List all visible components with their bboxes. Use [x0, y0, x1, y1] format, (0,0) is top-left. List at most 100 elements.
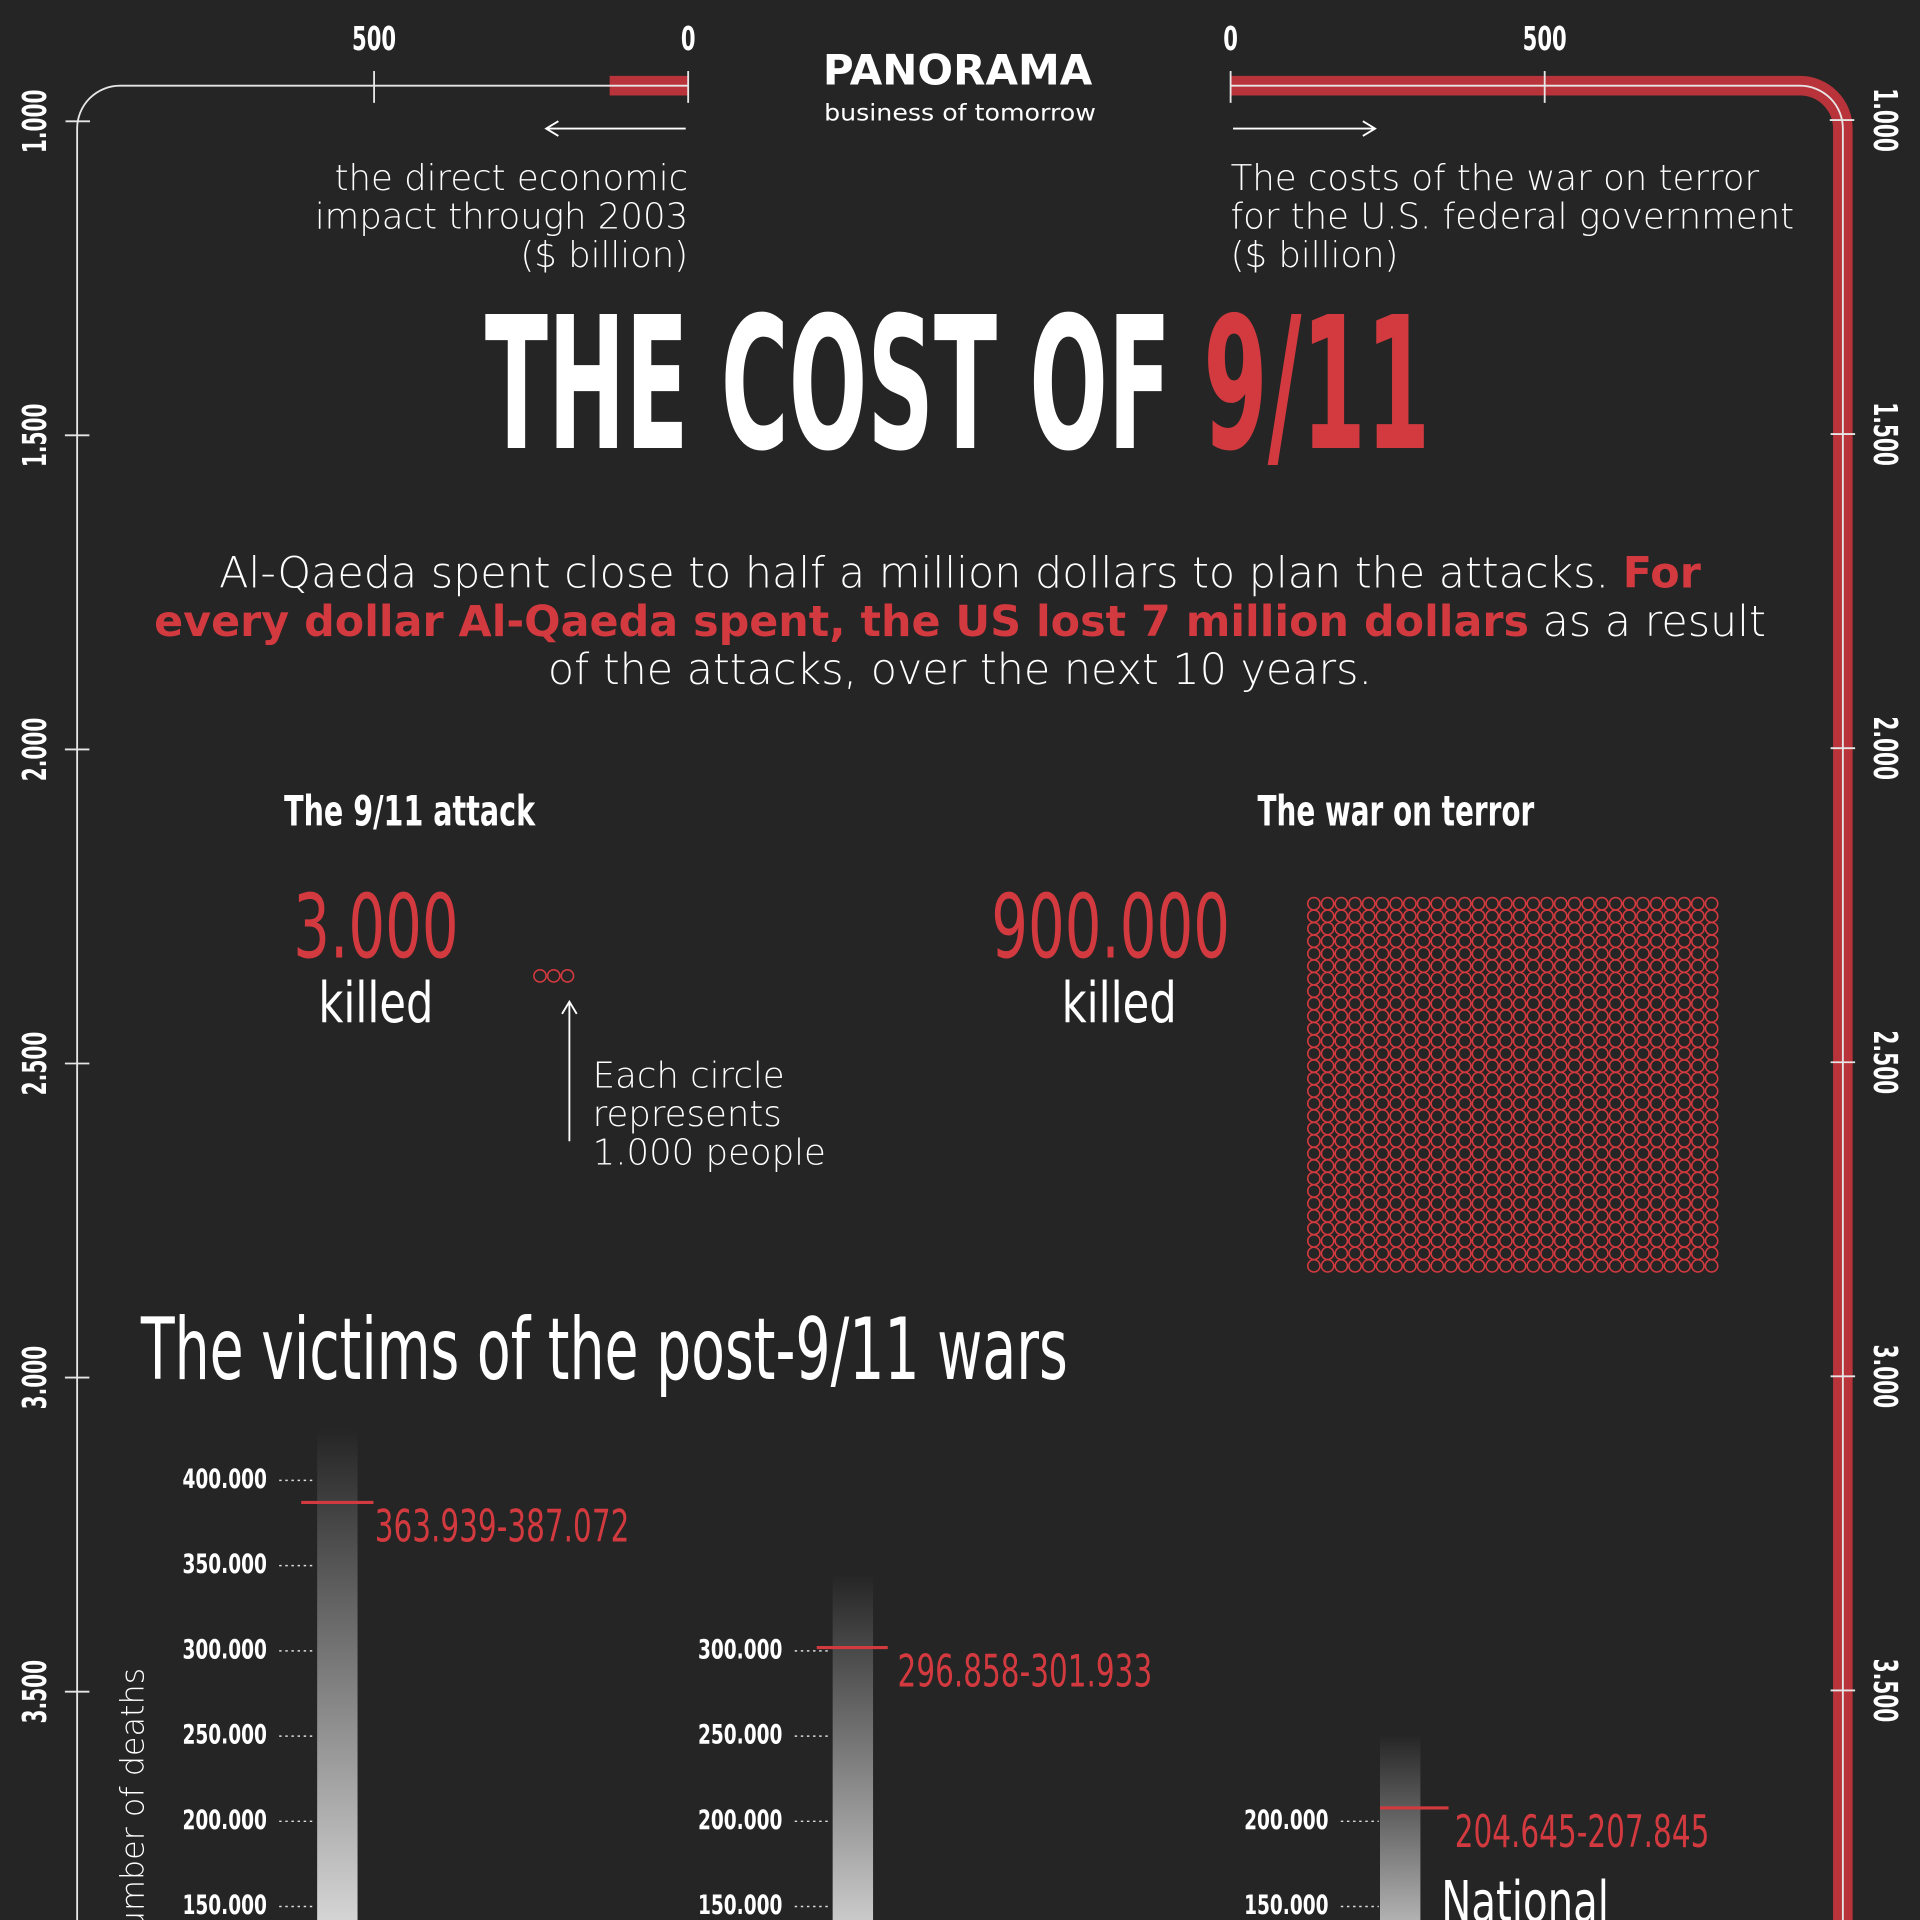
person-circle — [1471, 1258, 1486, 1273]
note-line: 1.000 people — [593, 1133, 826, 1174]
tick-label: 0 — [681, 19, 696, 58]
intro-text: as a result — [1529, 596, 1766, 646]
y-tick-label: 200.000 — [182, 1805, 266, 1836]
y-tick-label: 150.000 — [698, 1890, 782, 1920]
person-circle — [560, 969, 575, 983]
death-bar — [1380, 1734, 1421, 1920]
y-tick-label: 300.000 — [182, 1634, 266, 1665]
person-circle — [1512, 1258, 1527, 1273]
person-circle — [1416, 1258, 1431, 1273]
person-circle — [1649, 1258, 1664, 1273]
intro-line: Al-Qaeda spent close to half a million d… — [219, 548, 1701, 598]
tick-label: 0 — [1223, 19, 1238, 58]
person-circle — [1361, 1258, 1376, 1273]
panel-label: National — [1441, 1870, 1609, 1920]
person-circle — [1690, 1258, 1705, 1273]
note-arrow — [561, 999, 578, 1142]
intro-highlight: every dollar Al-Qaeda spent, the US lost… — [154, 596, 1529, 646]
person-circle — [1402, 1258, 1417, 1273]
title-highlight: 9/11 — [1203, 279, 1430, 492]
tick-label: 1.500 — [15, 403, 54, 467]
tick-label: 3.500 — [15, 1660, 54, 1724]
main-title: THE COST OF 9/11 — [485, 279, 1430, 492]
section-title: The victims of the post-9/11 wars — [140, 1300, 1068, 1400]
bar-label: the direct economic — [335, 158, 689, 199]
person-circle — [1594, 1258, 1609, 1273]
person-circle — [1485, 1258, 1500, 1273]
range-label: 363.939-387.072 — [375, 1501, 630, 1552]
person-circle — [1389, 1258, 1404, 1273]
person-circle — [1663, 1258, 1678, 1273]
person-circle — [1457, 1258, 1472, 1273]
tick-label: 2.000 — [15, 718, 54, 782]
person-circle — [1430, 1258, 1445, 1273]
intro-line: every dollar Al-Qaeda spent, the US lost… — [154, 596, 1766, 646]
death-bar — [832, 1574, 874, 1920]
killed-caption: killed — [1062, 971, 1177, 1036]
y-tick-label: 250.000 — [698, 1720, 782, 1751]
person-circle — [1348, 1258, 1362, 1273]
intro-text: of the attacks, over the next 10 years. — [548, 645, 1372, 695]
person-circle — [1540, 1258, 1554, 1273]
title-text: THE COST OF — [485, 279, 1203, 492]
left-arrow — [544, 120, 686, 137]
y-tick-label: 350.000 — [182, 1549, 266, 1580]
person-circle — [1334, 1258, 1349, 1273]
tick-label: 2.500 — [15, 1032, 54, 1096]
y-tick-label: 300.000 — [698, 1634, 782, 1665]
intro-line: of the attacks, over the next 10 years. — [548, 645, 1372, 695]
person-circle — [1553, 1258, 1568, 1273]
intro-highlight: For — [1623, 548, 1701, 598]
range-label: 204.645-207.845 — [1455, 1807, 1710, 1858]
y-axis-label: number of deaths — [114, 1668, 152, 1920]
tick-label: 500 — [352, 19, 396, 58]
right-arrow — [1233, 120, 1377, 137]
y-tick-label: 150.000 — [1244, 1890, 1328, 1920]
y-tick-label: 250.000 — [182, 1720, 266, 1751]
tick-label: 3.500 — [1866, 1659, 1905, 1723]
y-tick-label: 200.000 — [1244, 1805, 1328, 1836]
tick-label: 3.000 — [1866, 1345, 1905, 1409]
tick-label: 2.500 — [1866, 1030, 1905, 1094]
person-circle — [1375, 1258, 1390, 1273]
person-circle — [1306, 1258, 1321, 1273]
person-circle — [1567, 1258, 1582, 1273]
intro-text: Al-Qaeda spent close to half a million d… — [219, 548, 1623, 598]
tick-label: 1.000 — [1866, 88, 1905, 152]
bar-label: The costs of the war on terror — [1231, 158, 1760, 199]
note-line: Each circle — [593, 1056, 785, 1097]
person-circle — [546, 969, 561, 983]
tick-label: 1.500 — [1866, 402, 1905, 466]
person-circle — [1608, 1258, 1623, 1273]
person-circle — [1622, 1258, 1637, 1273]
person-circle — [533, 969, 547, 983]
tick-label: 3.000 — [15, 1346, 54, 1410]
killed-caption: killed — [318, 971, 433, 1036]
killed-number: 3.000 — [293, 875, 458, 978]
person-circle — [1581, 1258, 1596, 1273]
bar-label: ($ billion) — [1231, 235, 1399, 276]
person-circle — [1677, 1258, 1692, 1273]
killed-number: 900.000 — [991, 875, 1230, 978]
person-circle — [1444, 1258, 1458, 1273]
tick-label: 1.000 — [15, 89, 54, 153]
person-circle — [1704, 1258, 1719, 1273]
bar-label: for the U.S. federal government — [1231, 197, 1794, 238]
range-label: 296.858-301.933 — [898, 1647, 1153, 1698]
y-tick-label: 200.000 — [698, 1805, 782, 1836]
y-tick-label: 150.000 — [182, 1890, 266, 1920]
note-line: represents — [593, 1094, 782, 1135]
person-circle — [1498, 1258, 1513, 1273]
tick-label: 2.000 — [1866, 716, 1905, 780]
y-tick-label: 400.000 — [182, 1464, 266, 1495]
death-bar — [317, 1428, 358, 1920]
logo: PANORAMA — [823, 45, 1093, 94]
person-circle — [1320, 1258, 1335, 1273]
section-title: The 9/11 attack — [284, 786, 536, 835]
axis-line — [1230, 84, 1844, 1920]
bar-label: impact through 2003 — [315, 197, 688, 238]
person-circle — [1636, 1258, 1650, 1273]
person-circle — [1526, 1258, 1541, 1273]
bar-label: ($ billion) — [520, 235, 688, 276]
